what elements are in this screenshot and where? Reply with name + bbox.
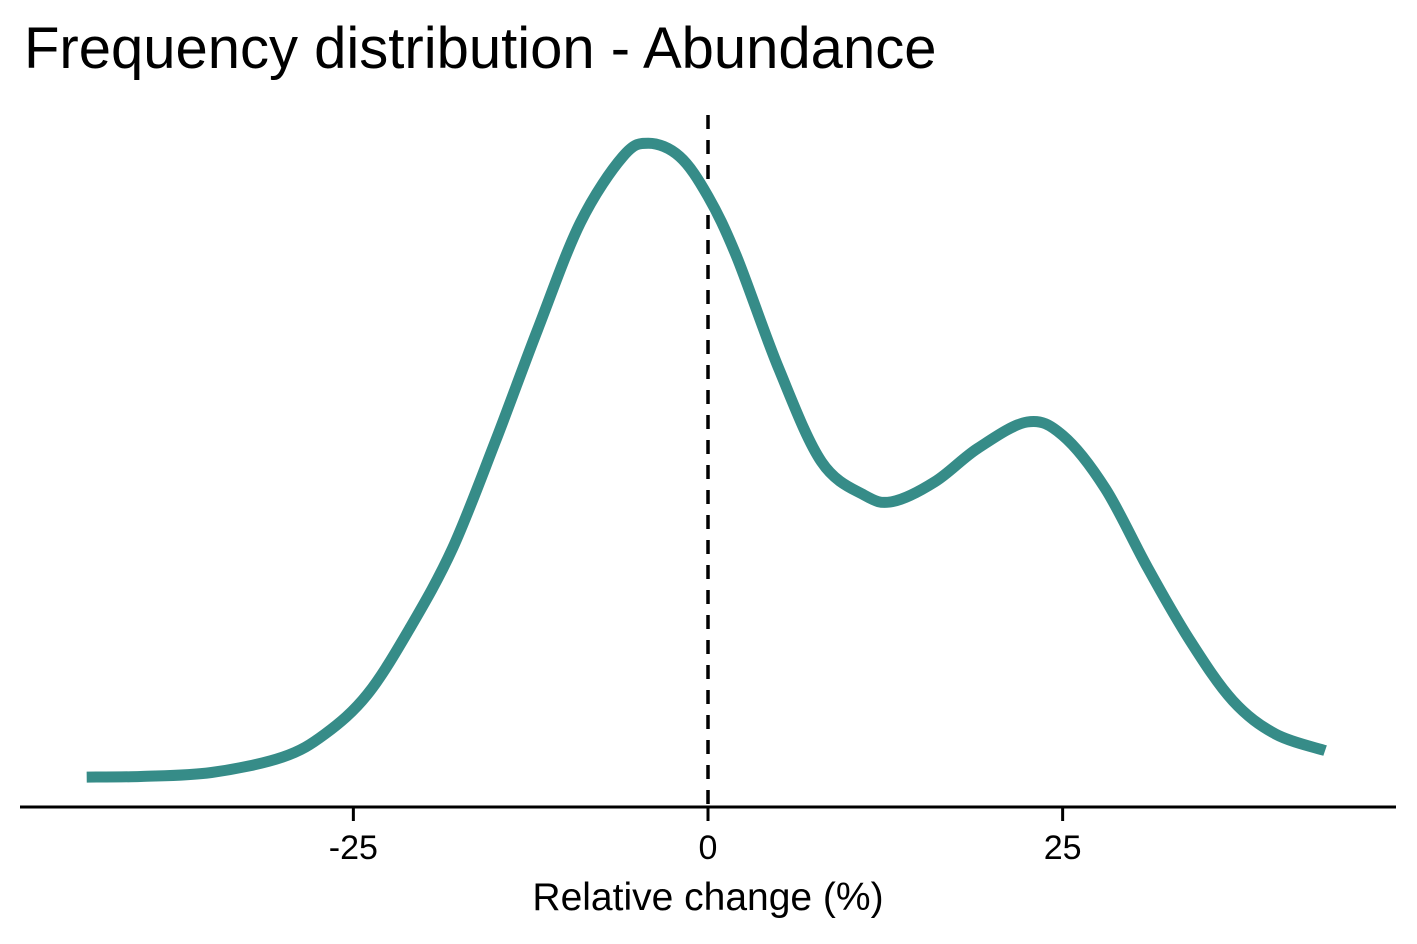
- x-axis-label: Relative change (%): [532, 876, 883, 919]
- chart-title: Frequency distribution - Abundance: [24, 16, 936, 81]
- x-axis-ticks: -25 0 25: [329, 807, 1082, 867]
- plot-area: [86, 115, 1327, 807]
- x-tick-label: 25: [1044, 829, 1082, 867]
- x-tick-label: 0: [699, 829, 718, 867]
- x-tick-label: -25: [329, 829, 378, 867]
- density-curve-line: [86, 137, 1327, 783]
